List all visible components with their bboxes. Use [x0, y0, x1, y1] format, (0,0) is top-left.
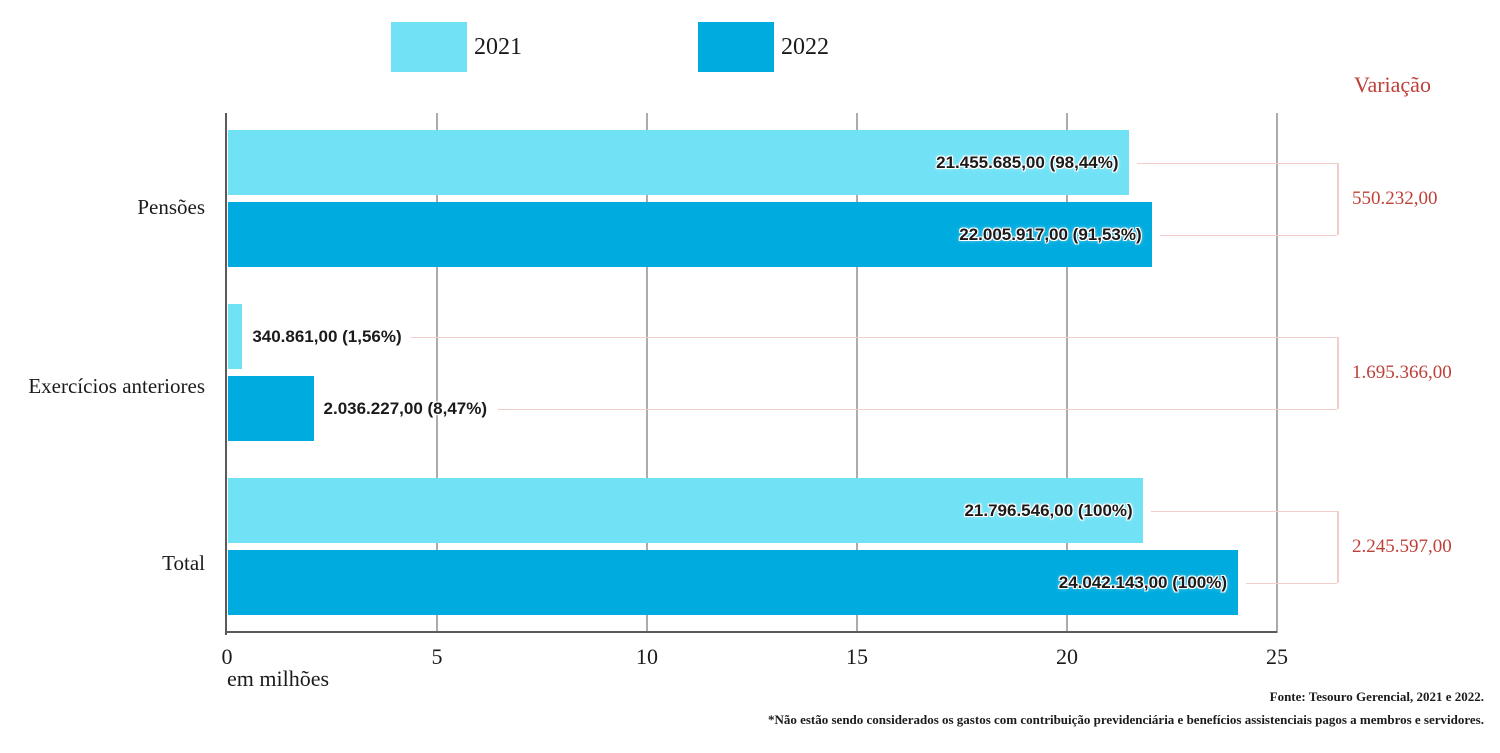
x-axis-line [225, 631, 1277, 633]
variation-bracket [1337, 510, 1339, 583]
source-note: Fonte: Tesouro Gerencial, 2021 e 2022. [1269, 689, 1484, 704]
x-axis-unit-label: em milhões [227, 666, 330, 691]
bar-2022 [228, 202, 1153, 267]
bar-2021 [228, 130, 1130, 195]
bar-2021 [228, 478, 1144, 543]
bar-value-label: 24.042.143,00 (100%) [1058, 572, 1228, 592]
bar-value-label: 21.455.685,00 (98,44%) [936, 152, 1119, 172]
legend-label-2021: 2021 [474, 34, 522, 60]
gridline [1066, 113, 1068, 633]
x-tick-label: 15 [846, 644, 868, 669]
bar-2022 [228, 376, 314, 441]
variation-connector [1151, 510, 1337, 512]
legend-swatch-2022 [698, 22, 774, 72]
variation-column-header: Variação [1354, 72, 1431, 97]
gridline [856, 113, 858, 633]
variation-connector [1245, 582, 1337, 584]
disclaimer-note: *Não estão sendo considerados os gastos … [767, 712, 1484, 727]
y-axis-line [225, 113, 227, 635]
category-label: Total [162, 551, 205, 575]
x-tick-label: 25 [1266, 644, 1288, 669]
variation-connector [1160, 234, 1337, 236]
bar-2021 [228, 304, 243, 369]
x-tick-label: 0 [221, 644, 233, 669]
variation-connector [411, 336, 1337, 338]
bar-value-label: 21.796.546,00 (100%) [964, 500, 1133, 520]
bar-value-label: 22.005.917,00 (91,53%) [959, 224, 1142, 244]
variation-value: 550.232,00 [1352, 187, 1438, 209]
variation-value: 1.695.366,00 [1352, 361, 1452, 383]
x-tick-label: 20 [1056, 644, 1078, 669]
variation-connector [1137, 162, 1337, 164]
bar-value-label: 340.861,00 (1,56%) [252, 326, 402, 346]
bar-2022 [228, 550, 1238, 615]
bar-value-label: 2.036.227,00 (8,47%) [323, 398, 488, 418]
gridline [436, 113, 438, 633]
x-tick-label: 10 [636, 644, 658, 669]
x-tick-label: 5 [431, 644, 443, 669]
category-label: Pensões [137, 195, 205, 219]
legend-swatch-2021 [391, 22, 467, 72]
legend-label-2022: 2022 [781, 34, 829, 60]
gridline [646, 113, 648, 633]
category-label: Exercícios anteriores [28, 374, 205, 398]
variation-value: 2.245.597,00 [1352, 535, 1452, 557]
gridline [1276, 113, 1278, 633]
variation-bracket [1337, 336, 1339, 409]
variation-connector [497, 408, 1337, 410]
variation-bracket [1337, 162, 1339, 235]
